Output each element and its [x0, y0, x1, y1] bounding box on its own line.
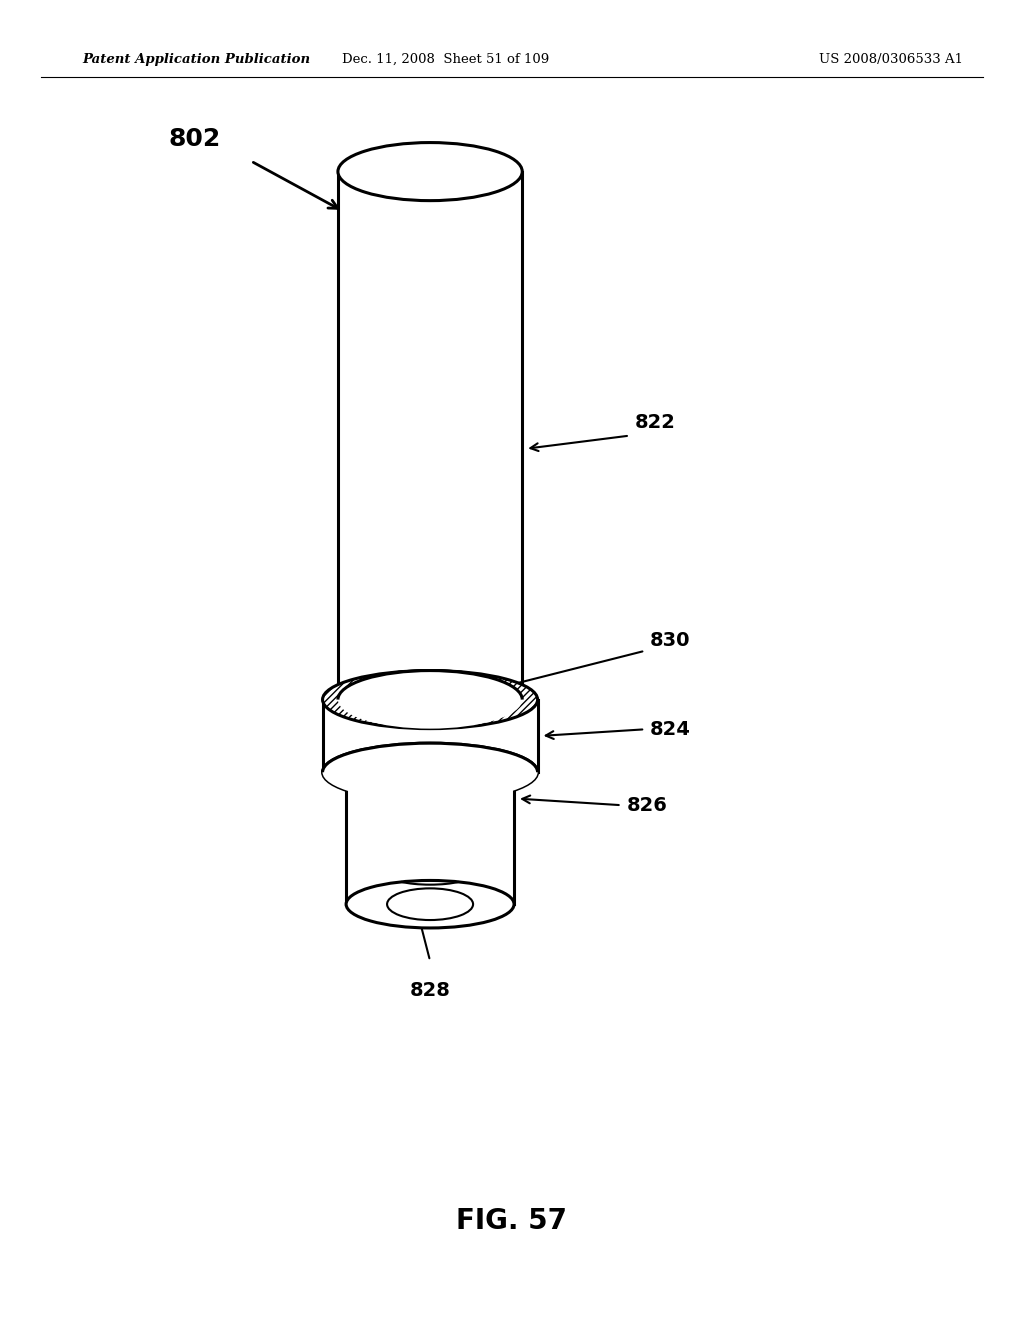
Polygon shape [323, 700, 538, 772]
Ellipse shape [323, 743, 538, 801]
Text: FIG. 57: FIG. 57 [457, 1206, 567, 1236]
Text: 802: 802 [169, 127, 221, 150]
Ellipse shape [323, 671, 538, 729]
Ellipse shape [323, 743, 538, 801]
Ellipse shape [346, 880, 514, 928]
Text: 824: 824 [650, 719, 691, 739]
Ellipse shape [346, 748, 514, 796]
Ellipse shape [387, 888, 473, 920]
Bar [323, 700, 538, 772]
Text: 826: 826 [627, 796, 668, 814]
Ellipse shape [338, 671, 522, 729]
Text: US 2008/0306533 A1: US 2008/0306533 A1 [819, 53, 964, 66]
Text: 822: 822 [635, 413, 676, 432]
Text: Patent Application Publication: Patent Application Publication [82, 53, 310, 66]
Text: 828: 828 [410, 981, 451, 999]
Polygon shape [346, 772, 514, 904]
Ellipse shape [338, 143, 522, 201]
Polygon shape [338, 172, 522, 700]
Text: 830: 830 [650, 631, 691, 649]
Text: Dec. 11, 2008  Sheet 51 of 109: Dec. 11, 2008 Sheet 51 of 109 [342, 53, 549, 66]
Ellipse shape [338, 671, 522, 729]
